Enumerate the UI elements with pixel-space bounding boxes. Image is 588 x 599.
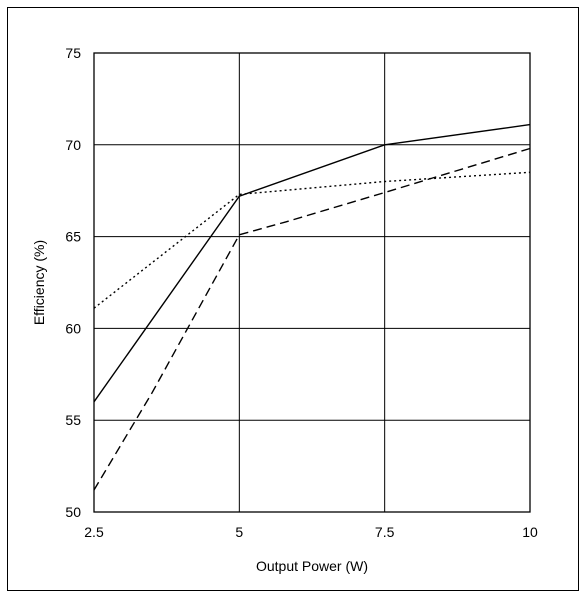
y-tick-label: 50 xyxy=(65,504,81,520)
plot-area xyxy=(93,52,531,513)
x-tick-label: 2.5 xyxy=(84,524,104,540)
y-tick-labels: 50 55 60 65 70 75 xyxy=(65,45,81,520)
chart-frame xyxy=(7,7,579,591)
y-tick-label: 60 xyxy=(65,320,81,336)
y-tick-label: 75 xyxy=(65,45,81,61)
y-tick-label: 70 xyxy=(65,137,81,153)
series-line-dashed xyxy=(93,147,531,491)
x-tick-label: 10 xyxy=(522,524,538,540)
series-group xyxy=(93,123,531,491)
x-tick-label: 5 xyxy=(235,524,243,540)
series-line-solid xyxy=(93,123,531,403)
y-tick-label: 55 xyxy=(65,412,81,428)
x-tick-labels: 2.5 5 7.5 10 xyxy=(84,524,538,540)
x-tick-label: 7.5 xyxy=(375,524,395,540)
y-tick-label: 65 xyxy=(65,229,81,245)
series-line-dotted xyxy=(93,171,531,309)
grid-lines xyxy=(93,52,531,513)
x-axis-label: Output Power (W) xyxy=(256,558,368,574)
y-axis-label: Efficiency (%) xyxy=(31,240,47,325)
